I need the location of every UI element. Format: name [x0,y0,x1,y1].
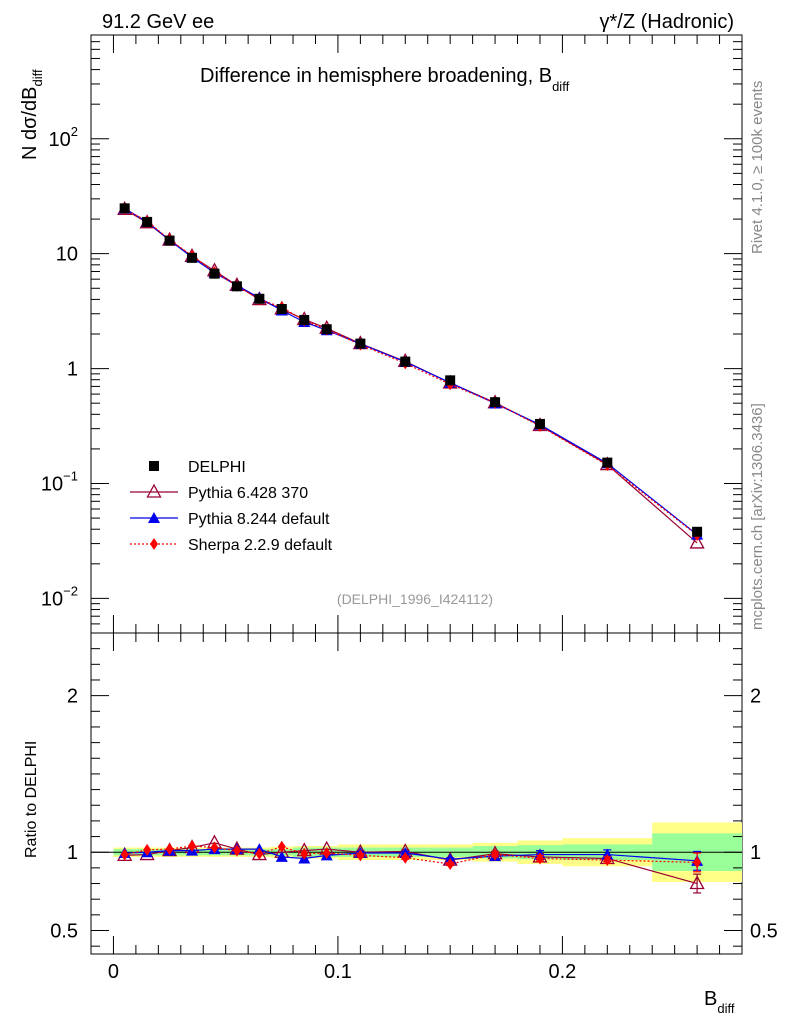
ratio-point-2 [255,847,264,860]
chart-title: Difference in hemisphere broadening, Bdi… [200,65,570,94]
ratio-tick-label-right: 1 [750,842,761,864]
data-point [187,252,198,263]
ratio-point-2 [165,843,174,856]
y-axis-label-sub: diff [30,69,45,86]
y-tick-base: 10 [56,244,78,266]
y-tick-base: 10 [41,474,63,496]
data-point [534,418,545,429]
ratio-point-2 [120,848,129,861]
ratio-point-2 [603,854,612,867]
ratio-point-0 [689,875,705,890]
data-point [299,314,310,325]
ratio-point-2 [277,840,286,853]
y-tick-label: 1 [67,359,78,381]
ratio-point-2 [693,856,702,869]
x-tick-label: 0.1 [324,961,352,983]
data-point [400,356,411,367]
y-tick-label: 10−2 [41,583,78,610]
y-tick-base: 1 [67,359,78,381]
y-tick-exponent: −2 [63,583,78,598]
data-point [276,304,287,315]
legend-label-1: Pythia 8.244 default [188,511,330,528]
legend-marker-1 [148,512,160,523]
x-tick-label: 0 [108,961,119,983]
ratio-point-2 [232,844,241,857]
rivet-version-label: Rivet 4.1.0, ≥ 100k events [749,81,766,254]
data-point [209,268,220,279]
data-point [490,397,501,408]
ratio-point-2 [143,843,152,856]
data-point [119,203,130,214]
mcplots-label: mcplots.cern.ch [arXiv:1306.3436] [749,403,766,630]
y-tick-exponent: 2 [71,124,78,139]
ratio-point-2 [210,841,219,854]
ratio-point-2 [535,852,544,865]
data-point [321,324,332,335]
y-tick-base: 10 [49,129,71,151]
legend-label-data: DELPHI [188,459,246,476]
legend-marker-2 [150,538,158,550]
data-point [142,216,153,227]
y-tick-label: 10−1 [41,469,78,496]
x-axis-label-sub: diff [717,1001,734,1016]
ratio-tick-label-right: 0.5 [750,921,778,943]
data-point [602,457,613,468]
data-point [355,338,366,349]
ratio-point-2 [322,847,331,860]
ratio-axis-label: Ratio to DELPHI [23,741,40,858]
ratio-point-1 [275,850,288,862]
analysis-id-label: (DELPHI_1996_I424112) [337,591,493,607]
ratio-point-2 [446,857,455,870]
y-tick-label: 10 [56,244,78,266]
ratio-tick-label-left: 0.5 [50,921,78,943]
legend-label-2: Sherpa 2.2.9 default [188,537,333,554]
data-point [231,281,242,292]
main-series-marks [117,200,705,549]
y-axis-label: N dσ/dBdiff [19,69,45,160]
chart-title-sub: diff [552,79,569,94]
legend: DELPHI Pythia 6.428 370 Pythia 8.244 defau… [130,459,333,554]
ratio-tick-label-left: 2 [67,686,78,708]
data-point [692,526,703,537]
ratio-tick-label-left: 1 [67,842,78,864]
ratio-point-2 [356,849,365,862]
legend-marker-data [149,461,159,471]
series-point-0 [689,534,705,549]
y-tick-exponent: −1 [63,469,78,484]
data-point [445,375,456,386]
ratio-series-marks [117,834,705,894]
ratio-point-2 [491,848,500,861]
ratio-point-2 [188,839,197,852]
header-right-label: γ*/Z (Hadronic) [600,11,734,33]
y-tick-label: 102 [49,124,78,151]
x-axis-label: Bdiff [704,988,735,1016]
data-point [254,293,265,304]
ratio-plot-frame [90,632,743,955]
data-point [164,235,175,246]
ratio-point-2 [401,851,410,864]
y-tick-base: 10 [41,588,63,610]
header-left-label: 91.2 GeV ee [102,11,214,33]
legend-marker-0 [146,483,162,498]
ratio-line-2 [124,845,698,865]
ratio-point-2 [300,847,309,860]
legend-label-0: Pythia 6.428 370 [188,485,308,502]
ratio-tick-label-right: 2 [750,686,761,708]
x-tick-label: 0.2 [549,961,577,983]
